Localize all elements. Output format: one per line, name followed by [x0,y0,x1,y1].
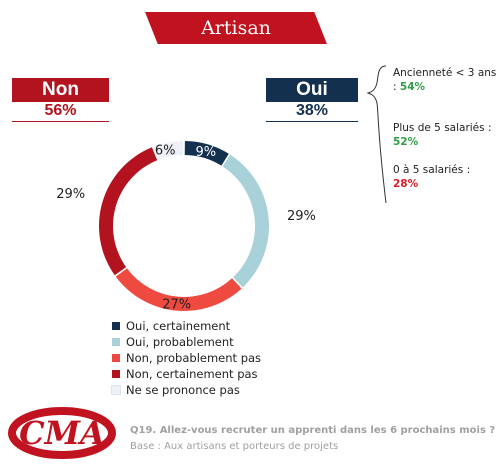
legend-label: Non, probablement pas [126,351,262,365]
brace-icon [366,65,387,204]
slice-label: 27% [162,298,191,313]
donut-slice [184,141,229,166]
legend-swatch [112,321,120,330]
oui-percent: 38% [266,101,358,122]
legend-item: Ne se prononce pas [111,382,261,398]
slice-label: 29% [56,187,85,202]
legend-swatch [112,337,120,346]
slice-label: 9% [195,145,216,160]
donut-chart: 9% 29% 27% 29% 6% [56,141,316,313]
title-banner [145,12,327,44]
donut-slice [99,147,158,276]
legend-swatch [112,353,120,362]
donut-slice [153,141,184,160]
legend: Oui, certainement Oui, probablement Non,… [111,318,261,398]
legend-item: Non, certainement pas [112,366,261,382]
legend-item: Non, probablement pas [112,350,261,366]
note-text: 0 à 5 salariés : [393,164,471,176]
legend-item: Oui, certainement [112,318,261,334]
chart-title: Artisan [201,17,271,39]
non-percent: 56% [12,101,109,122]
legend-swatch [112,369,120,378]
note-0-5: 0 à 5 salariés : 28% [393,163,497,191]
svg-text:CMA: CMA [19,414,105,452]
non-label: Non [12,78,109,102]
legend-label: Ne se prononce pas [126,383,240,397]
legend-label: Non, certainement pas [126,367,258,381]
cma-logo: CMA [8,407,116,459]
note-text: Plus de 5 salariés : [393,122,492,134]
oui-label: Oui [266,78,358,102]
note-value: 54% [399,81,426,93]
question-text: Q19. Allez-vous recruter un apprenti dan… [130,425,496,436]
note-value: 52% [393,136,419,148]
donut-slice [222,154,269,288]
legend-swatch [111,384,121,395]
base-text: Base : Aux artisans et porteurs de proje… [130,441,339,452]
legend-label: Oui, certainement [126,319,231,333]
note-value: 28% [393,178,419,190]
note-anciennete: Ancienneté < 3 ans : 54% [393,66,497,94]
note-plus-5: Plus de 5 salariés : 52% [393,121,497,149]
slice-label: 29% [287,209,316,224]
donut-slice [115,268,242,311]
slice-label: 6% [155,143,176,158]
legend-item: Oui, probablement [112,334,261,350]
note-text: Ancienneté < 3 ans : [393,67,497,93]
legend-label: Oui, probablement [126,335,234,349]
